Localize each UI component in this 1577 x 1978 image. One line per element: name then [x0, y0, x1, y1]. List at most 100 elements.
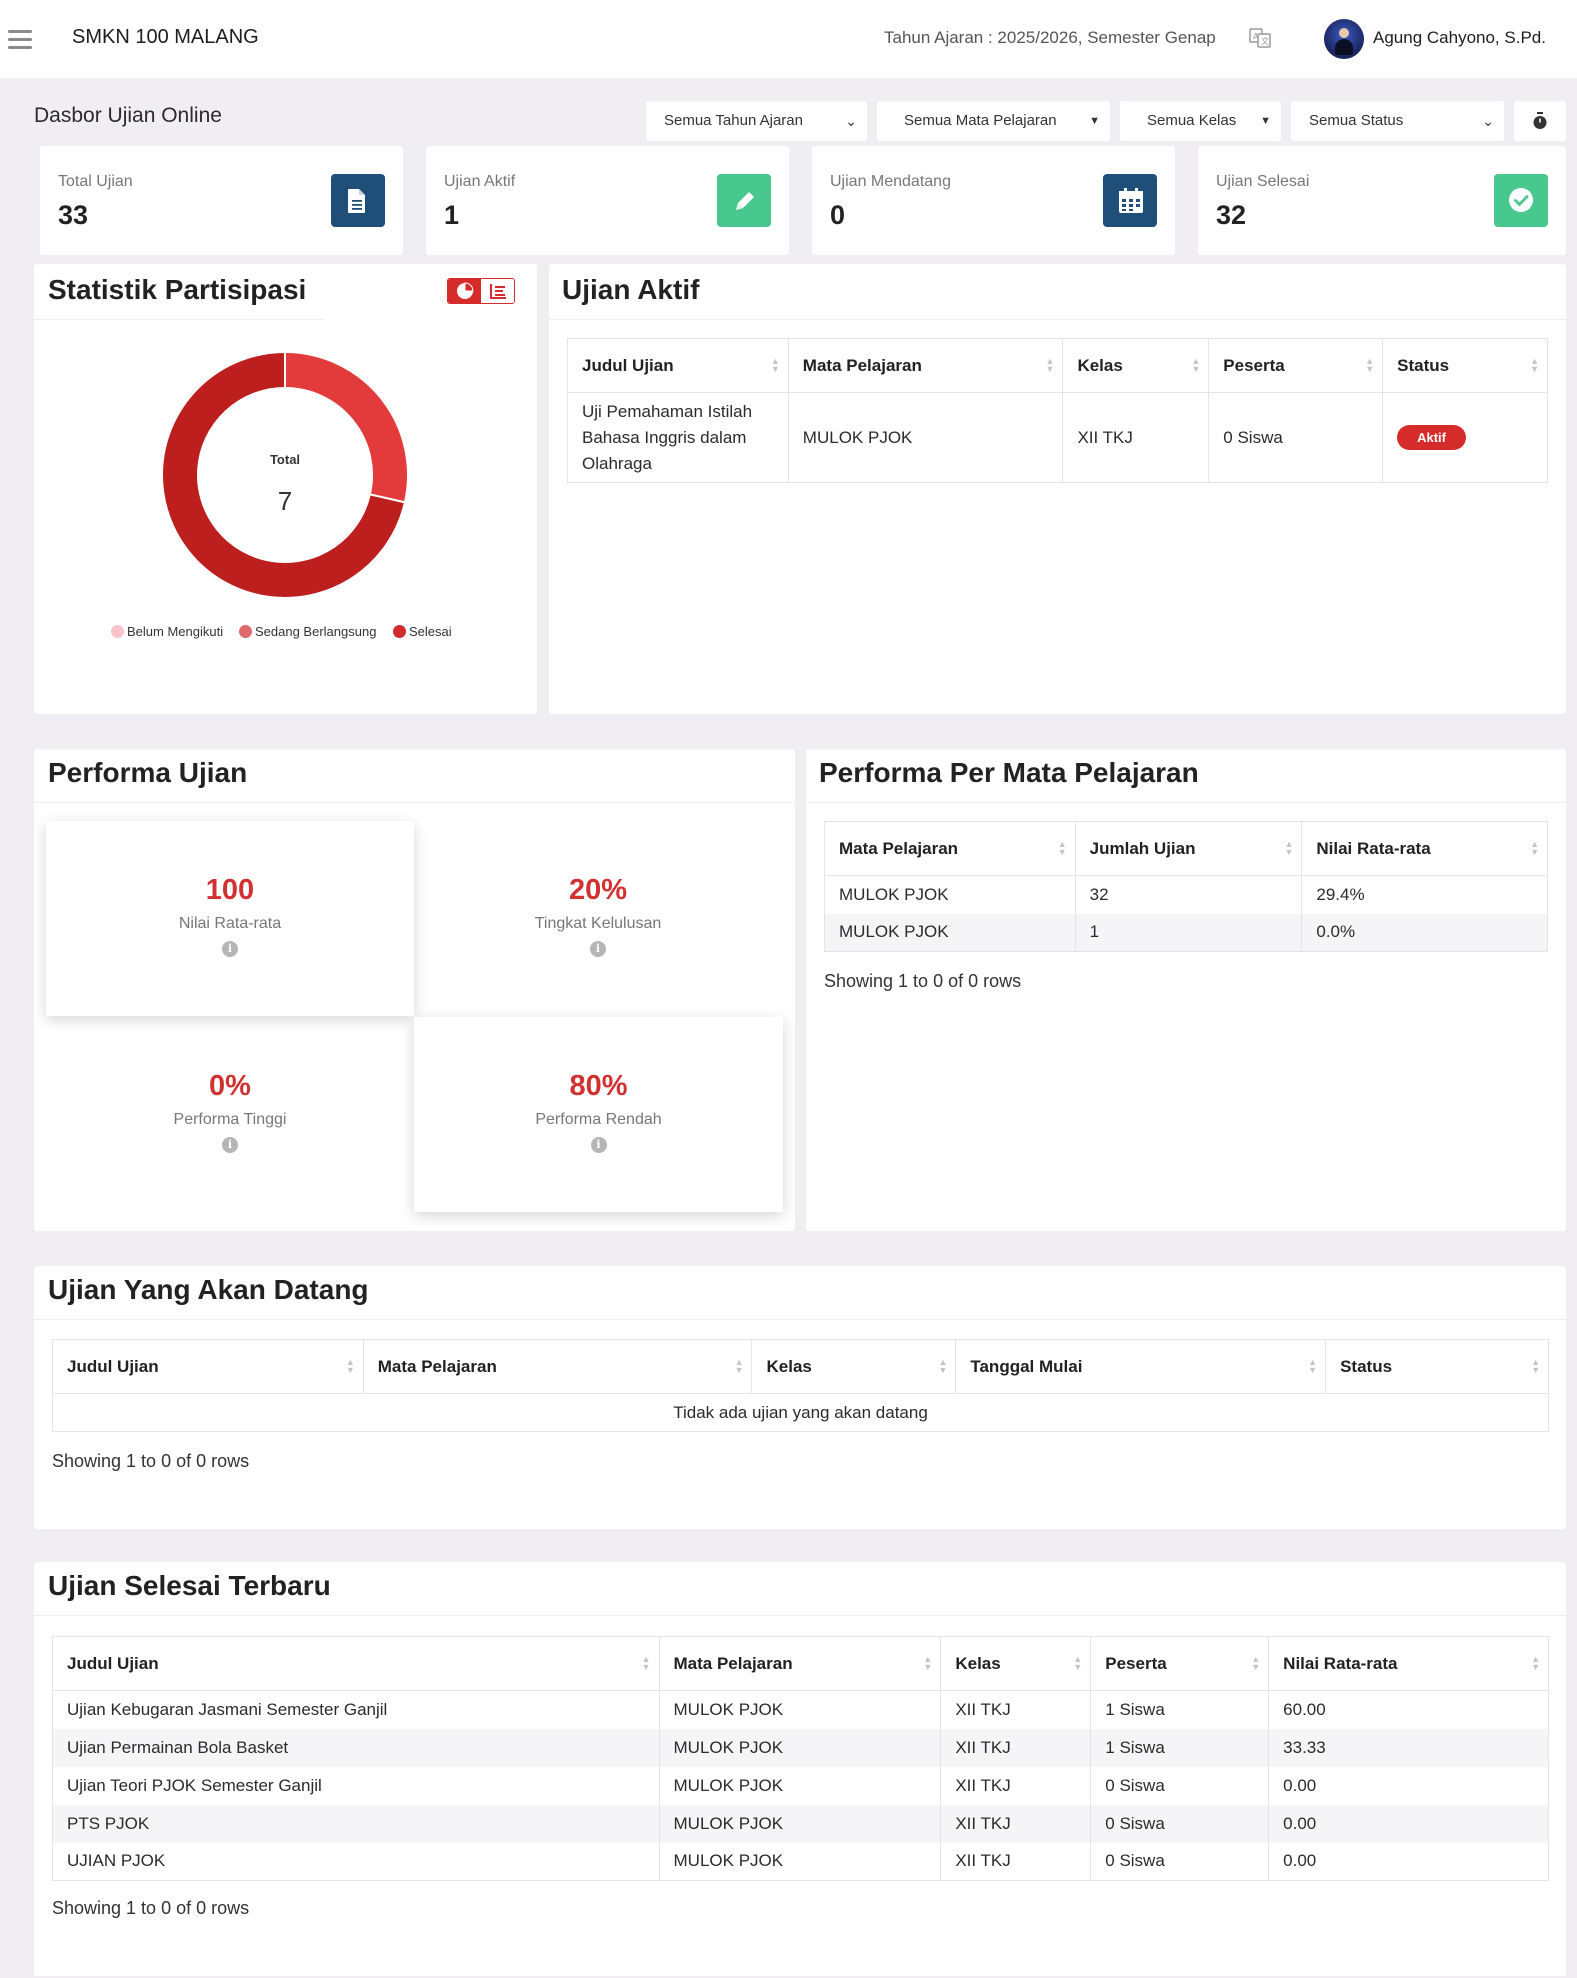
- cell-status: Aktif: [1382, 392, 1548, 483]
- cell-kelas: XII TKJ: [940, 1728, 1092, 1767]
- filter-kelas[interactable]: Semua Kelas ▼: [1120, 101, 1281, 141]
- info-icon[interactable]: i: [222, 941, 238, 957]
- avatar[interactable]: [1324, 19, 1364, 59]
- cell-judul: Ujian Teori PJOK Semester Ganjil: [52, 1766, 660, 1805]
- card-title: Ujian Yang Akan Datang: [48, 1274, 369, 1305]
- cell-kelas: XII TKJ: [940, 1842, 1092, 1881]
- table-row[interactable]: MULOK PJOK 1 0.0%: [824, 913, 1548, 952]
- card-title: Performa Per Mata Pelajaran: [819, 757, 1199, 788]
- user-name[interactable]: Agung Cahyono, S.Pd.: [1373, 28, 1546, 47]
- metric-tingkat-kelulusan: 20% Tingkat Kelulusan i: [414, 821, 782, 1016]
- cell-peserta: 0 Siswa: [1090, 1766, 1270, 1805]
- divider: [34, 802, 795, 803]
- stat-label: Total Ujian: [58, 173, 133, 190]
- pagination-info: Showing 1 to 0 of 0 rows: [824, 971, 1022, 991]
- th-peserta[interactable]: Peserta ▲ ▼: [1090, 1636, 1270, 1691]
- cell-nilai: 0.00: [1268, 1842, 1549, 1881]
- cell-judul: PTS PJOK: [52, 1804, 660, 1843]
- stat-value: 0: [830, 200, 846, 230]
- th-judul-ujian[interactable]: Judul Ujian ▲ ▼: [52, 1636, 660, 1691]
- table-performa-mapel: Mata Pelajaran ▲ ▼ Jumlah Ujian ▲ ▼ Nilai Ra…: [824, 821, 1548, 952]
- table-row[interactable]: UJIAN PJOK MULOK PJOK XII TKJ 0 Siswa 0.…: [52, 1842, 1549, 1881]
- th-mata-pelajaran[interactable]: Mata Pelajaran ▲ ▼: [362, 1339, 753, 1394]
- th-nilai-rata-rata[interactable]: Nilai Rata-rata ▲ ▼: [1268, 1636, 1549, 1691]
- divider: [806, 802, 1566, 803]
- list-chart-toggle[interactable]: [481, 279, 514, 303]
- th-nilai-rata-rata[interactable]: Nilai Rata-rata ▲ ▼: [1301, 821, 1548, 876]
- filter-status[interactable]: Semua Status ⌄: [1291, 101, 1504, 141]
- sort-icon: ▲ ▼: [1191, 356, 1201, 374]
- divider: [34, 1615, 1566, 1616]
- legend-dot: [239, 625, 252, 638]
- cell-mapel: MULOK PJOK: [658, 1690, 942, 1729]
- stat-value: 32: [1216, 200, 1247, 230]
- divider: [34, 319, 324, 320]
- donut-slice-selesai[interactable]: [161, 350, 407, 599]
- cell-mapel: MULOK PJOK: [658, 1842, 942, 1881]
- donut-total-label: Total: [269, 452, 301, 467]
- chart-toggle[interactable]: [447, 278, 515, 304]
- cell-nilai: 33.33: [1268, 1728, 1549, 1767]
- table-row[interactable]: PTS PJOK MULOK PJOK XII TKJ 0 Siswa 0.00: [52, 1804, 1549, 1843]
- sort-icon: ▲ ▼: [923, 1654, 933, 1672]
- school-name[interactable]: SMKN 100 MALANG: [72, 26, 259, 48]
- table-row[interactable]: Uji Pemahaman Istilah Bahasa Inggris dal…: [567, 392, 1548, 483]
- th-judul-ujian[interactable]: Judul Ujian ▲ ▼: [52, 1339, 364, 1394]
- table-row[interactable]: Ujian Kebugaran Jasmani Semester Ganjil …: [52, 1690, 1549, 1729]
- metric-label: Performa Tinggi: [173, 1111, 287, 1128]
- card-ujian-selesai-terbaru: Ujian Selesai Terbaru Judul Ujian ▲ ▼ Mata…: [34, 1562, 1566, 1976]
- cell-judul: Ujian Permainan Bola Basket: [52, 1728, 660, 1767]
- legend-sedang-berlangsung[interactable]: Sedang Berlangsung: [239, 624, 376, 639]
- info-icon[interactable]: i: [222, 1137, 238, 1153]
- donut-slice-sedang-berlangsung[interactable]: [284, 350, 409, 504]
- stat-card-total-ujian: Total Ujian 33: [40, 146, 403, 255]
- sort-icon: ▲ ▼: [1530, 356, 1539, 374]
- th-tanggal-mulai[interactable]: Tanggal Mulai ▲ ▼: [955, 1339, 1327, 1394]
- filter-mata-pelajaran[interactable]: Semua Mata Pelajaran ▼: [877, 101, 1110, 141]
- legend-dot: [111, 625, 124, 638]
- pie-chart-toggle[interactable]: [448, 279, 481, 303]
- filter-status-label: Semua Status: [1309, 112, 1404, 129]
- legend-selesai[interactable]: Selesai: [393, 624, 452, 639]
- info-icon[interactable]: i: [590, 1137, 607, 1153]
- th-status[interactable]: Status ▲ ▼: [1382, 338, 1548, 393]
- hamburger-menu-icon[interactable]: [8, 30, 32, 50]
- table-ujian-aktif: Judul Ujian ▲ ▼ Mata Pelajaran ▲ ▼ Kelas ▲ ▼ P…: [567, 338, 1548, 483]
- th-mata-pelajaran[interactable]: Mata Pelajaran ▲ ▼: [824, 821, 1076, 876]
- stat-card-ujian-mendatang: Ujian Mendatang 0: [812, 146, 1175, 255]
- card-title: Performa Ujian: [48, 757, 248, 788]
- sort-icon: ▲ ▼: [1045, 356, 1055, 374]
- metric-value: 0%: [209, 1070, 251, 1102]
- info-icon[interactable]: i: [590, 941, 606, 957]
- table-row[interactable]: Ujian Teori PJOK Semester Ganjil MULOK P…: [52, 1766, 1549, 1805]
- cell-mapel: MULOK PJOK: [658, 1728, 942, 1767]
- sort-icon: ▲ ▼: [1284, 839, 1294, 857]
- translate-icon[interactable]: A 文: [1249, 27, 1271, 49]
- th-peserta[interactable]: Peserta ▲ ▼: [1208, 338, 1384, 393]
- th-mata-pelajaran[interactable]: Mata Pelajaran ▲ ▼: [787, 338, 1064, 393]
- divider: [34, 1319, 1566, 1320]
- th-kelas[interactable]: Kelas ▲ ▼: [751, 1339, 957, 1394]
- donut-total-value: 7: [277, 486, 293, 516]
- metric-performa-rendah: 80% Performa Rendah i: [414, 1017, 783, 1212]
- stat-label: Ujian Aktif: [444, 173, 516, 190]
- table-row[interactable]: Ujian Permainan Bola Basket MULOK PJOK X…: [52, 1728, 1549, 1767]
- timer-button[interactable]: [1514, 101, 1566, 141]
- cell-nilai: 0.00: [1268, 1766, 1549, 1805]
- cell-kelas: XII TKJ: [1062, 392, 1210, 483]
- th-jumlah-ujian[interactable]: Jumlah Ujian ▲ ▼: [1074, 821, 1303, 876]
- top-navbar: SMKN 100 MALANG Tahun Ajaran : 2025/2026…: [0, 0, 1577, 78]
- filter-tahun-ajaran[interactable]: Semua Tahun Ajaran ⌄: [646, 101, 867, 141]
- table-row[interactable]: MULOK PJOK 32 29.4%: [824, 875, 1548, 914]
- th-kelas[interactable]: Kelas ▲ ▼: [1062, 338, 1210, 393]
- th-judul-ujian[interactable]: Judul Ujian ▲ ▼: [567, 338, 789, 393]
- cell-jumlah: 1: [1074, 913, 1303, 952]
- th-mata-pelajaran[interactable]: Mata Pelajaran ▲ ▼: [658, 1636, 942, 1691]
- th-kelas[interactable]: Kelas ▲ ▼: [940, 1636, 1092, 1691]
- chevron-down-icon: ⌄: [1482, 113, 1494, 129]
- metric-value: 20%: [568, 874, 628, 906]
- th-status[interactable]: Status ▲ ▼: [1325, 1339, 1549, 1394]
- metric-value: 100: [205, 874, 255, 906]
- pie-chart-icon: [457, 282, 474, 299]
- legend-belum-mengikuti[interactable]: Belum Mengikuti: [111, 624, 223, 639]
